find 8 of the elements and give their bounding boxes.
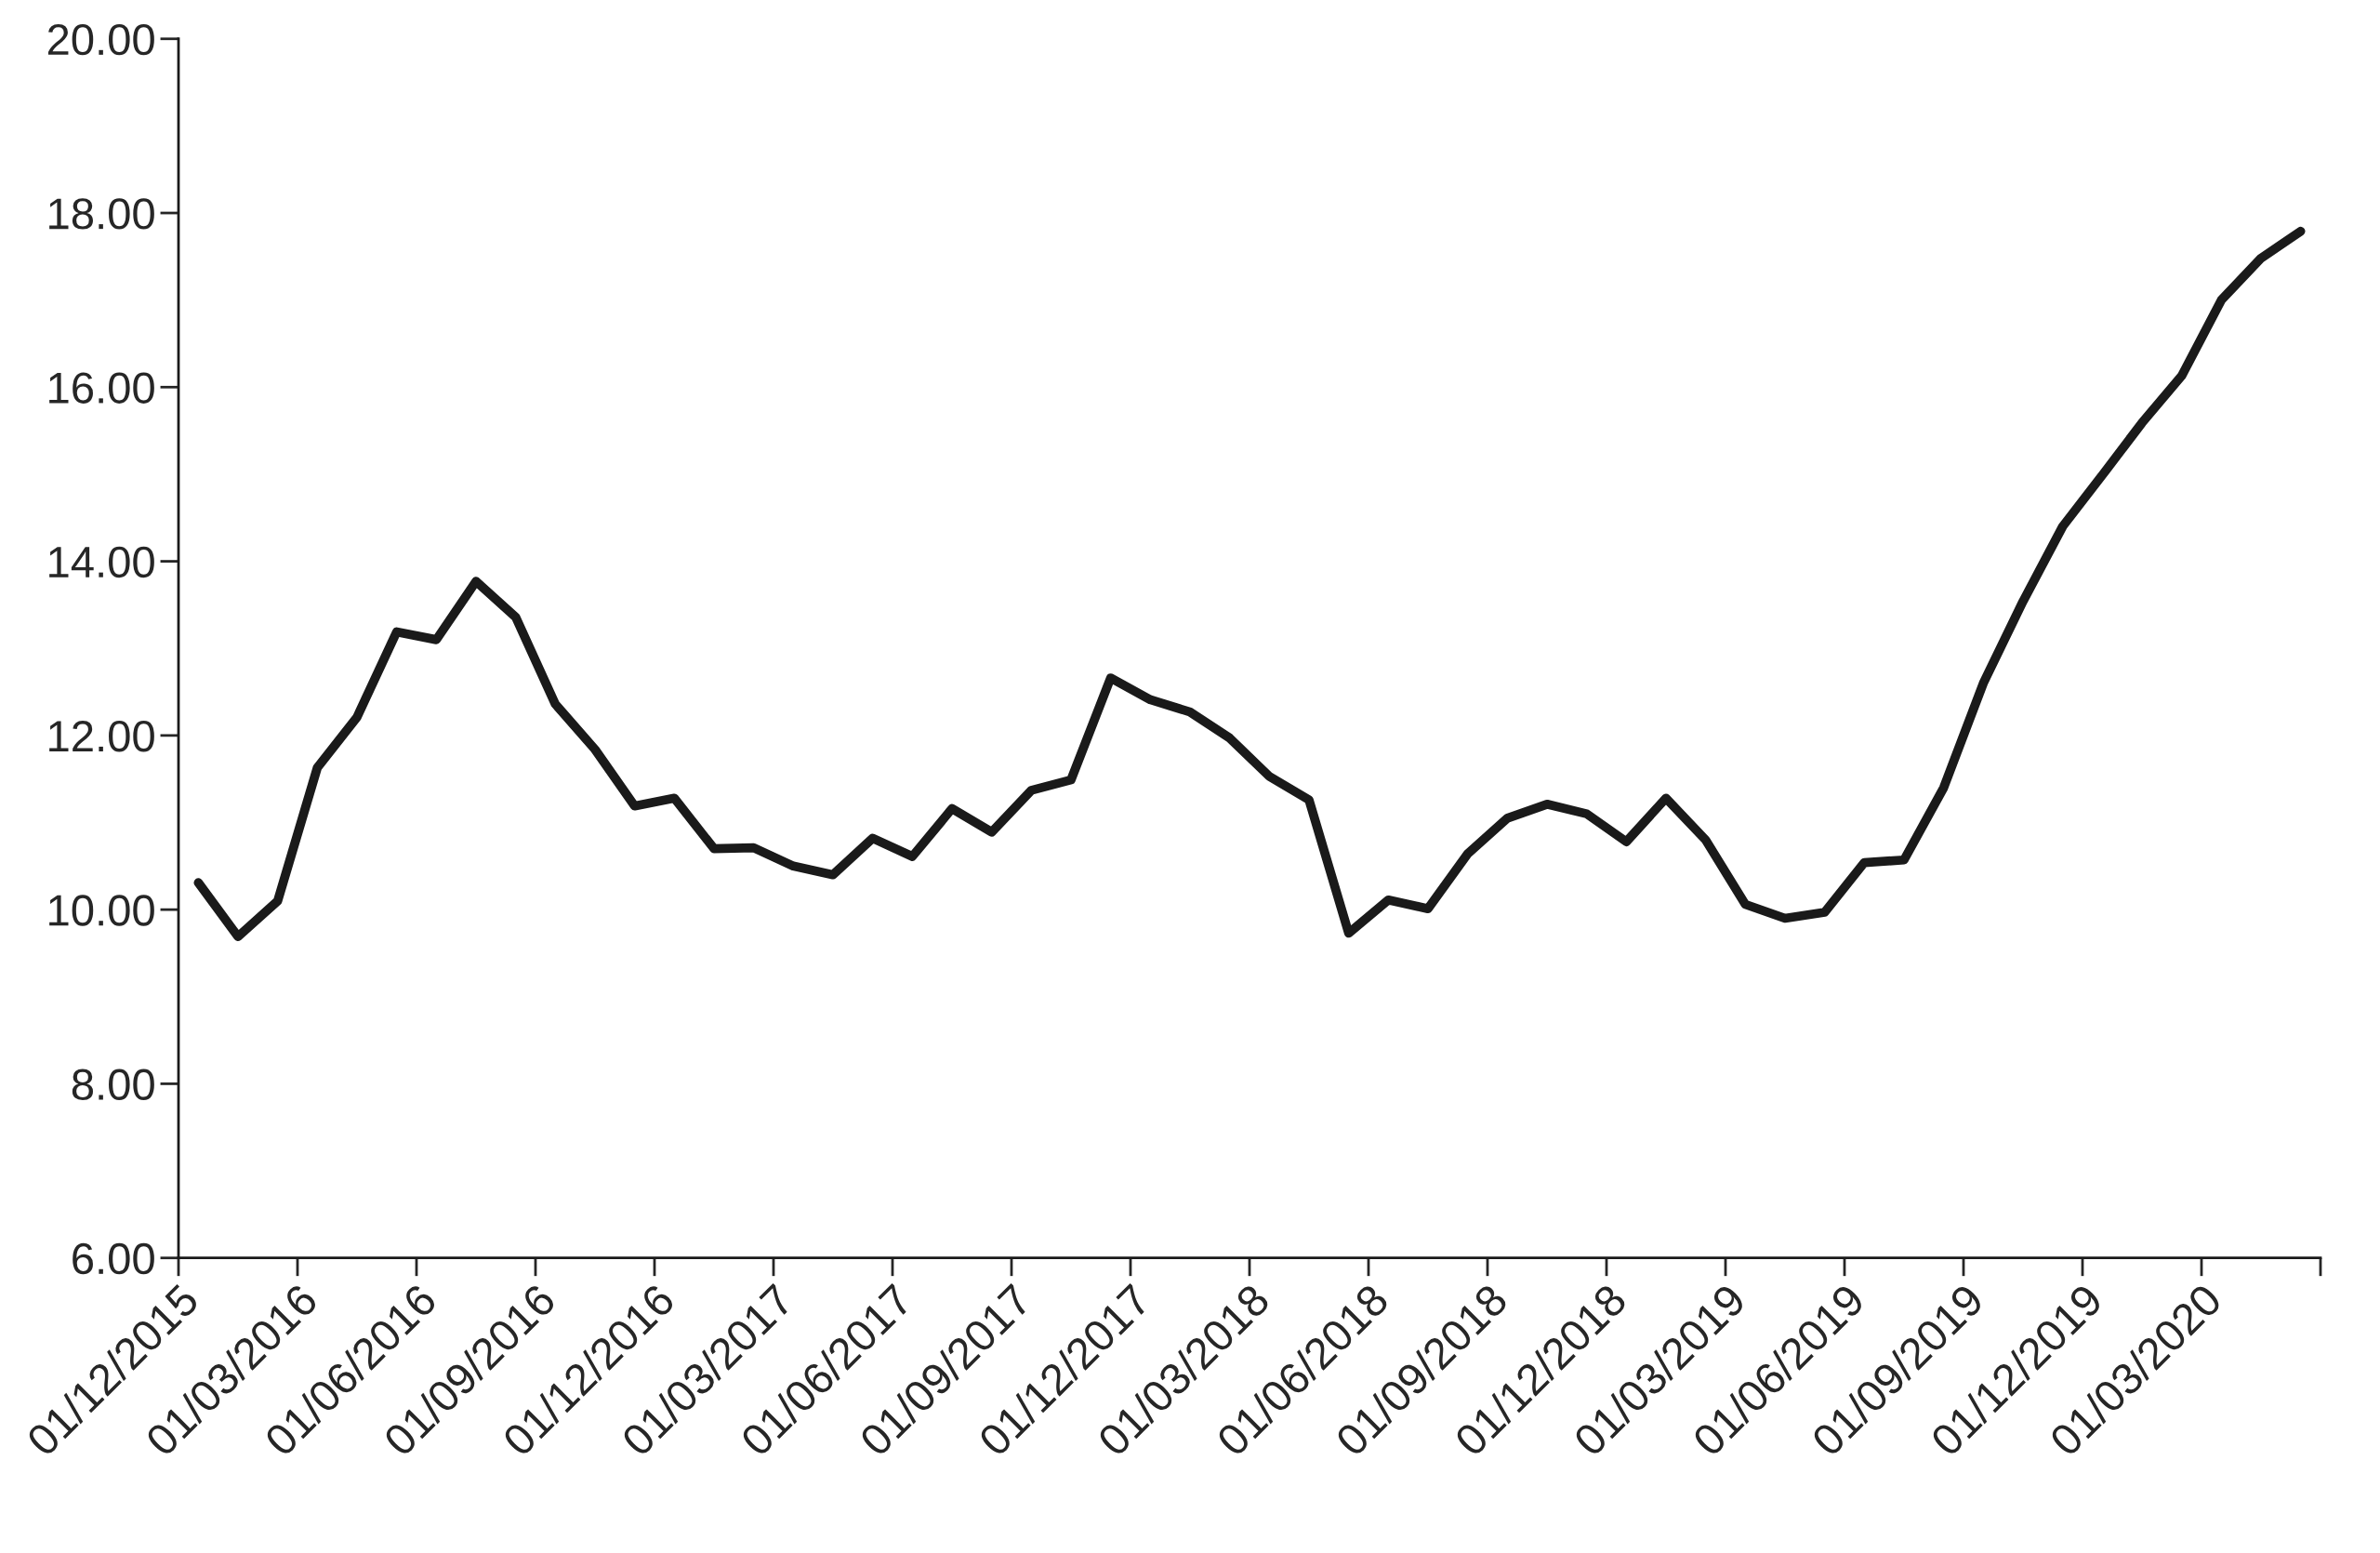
y-tick-label: 10.00 bbox=[49, 895, 154, 926]
y-tick-label: 20.00 bbox=[47, 23, 154, 56]
y-tick-label: 18.00 bbox=[49, 198, 154, 230]
y-tick-label: 6.00 bbox=[73, 1242, 154, 1275]
y-tick-label: 8.00 bbox=[72, 1069, 154, 1100]
y-tick-label: 16.00 bbox=[49, 372, 154, 404]
y-tick-label: 12.00 bbox=[49, 721, 154, 752]
y-tick-label: 14.00 bbox=[49, 546, 154, 578]
